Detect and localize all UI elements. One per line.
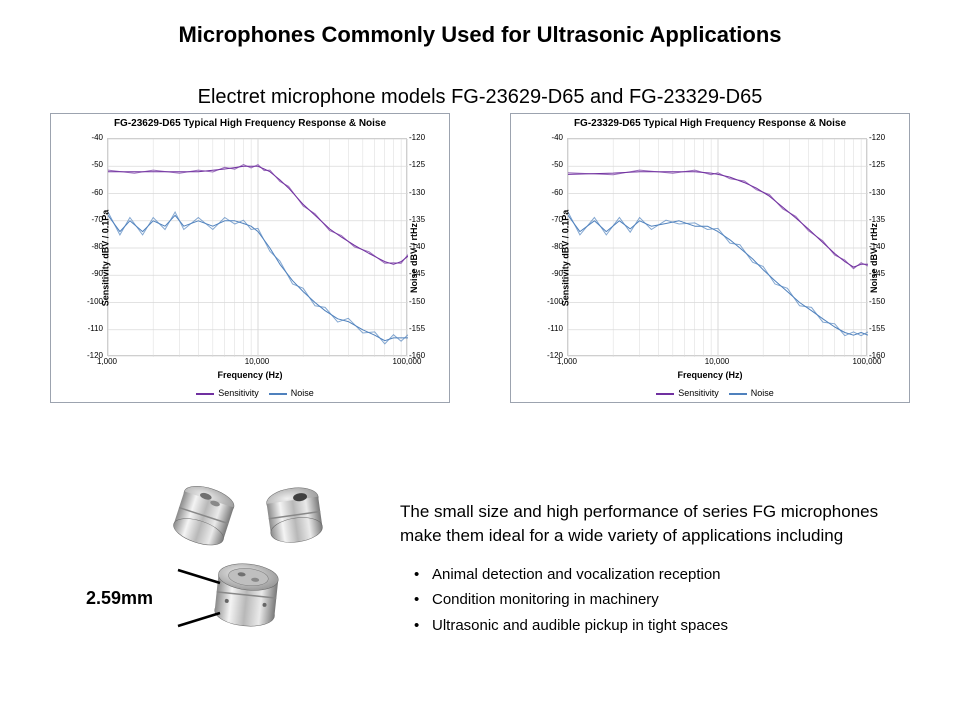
xtick: 100,000 xyxy=(393,357,422,366)
legend-label: Noise xyxy=(751,388,774,398)
chart-title: FG-23329-D65 Typical High Frequency Resp… xyxy=(511,118,909,129)
xtick: 10,000 xyxy=(705,357,729,366)
dimension-label: 2.59mm xyxy=(86,588,153,609)
page-subtitle: Electret microphone models FG-23629-D65 … xyxy=(0,86,960,109)
legend-label: Sensitivity xyxy=(218,388,259,398)
xtick: 10,000 xyxy=(245,357,269,366)
xtick: 1,000 xyxy=(97,357,117,366)
legend-label: Sensitivity xyxy=(678,388,719,398)
legend-swatch xyxy=(269,393,287,395)
ytick-right: -125 xyxy=(409,160,431,169)
ytick-left: -60 xyxy=(81,188,103,197)
ytick-right: -125 xyxy=(869,160,891,169)
ytick-left: -50 xyxy=(81,160,103,169)
y-left-label: Sensitivity dBV / 0.1Pa xyxy=(100,210,110,307)
description-block: The small size and high performance of s… xyxy=(400,470,920,670)
ytick-left: -40 xyxy=(81,133,103,142)
legend-swatch xyxy=(656,393,674,395)
chart-right: FG-23329-D65 Typical High Frequency Resp… xyxy=(510,113,910,403)
legend: Sensitivity Noise xyxy=(511,388,909,398)
charts-row: FG-23629-D65 Typical High Frequency Resp… xyxy=(0,113,960,403)
legend-swatch xyxy=(196,393,214,395)
x-label: Frequency (Hz) xyxy=(51,370,449,380)
microphone-illustration: 2.59mm xyxy=(80,470,360,670)
plot-area xyxy=(567,138,867,356)
ytick-right: -150 xyxy=(409,297,431,306)
ytick-right: -130 xyxy=(869,188,891,197)
ytick-right: -150 xyxy=(869,297,891,306)
legend: Sensitivity Noise xyxy=(51,388,449,398)
chart-title: FG-23629-D65 Typical High Frequency Resp… xyxy=(51,118,449,129)
xtick: 1,000 xyxy=(557,357,577,366)
ytick-right: -155 xyxy=(409,324,431,333)
plot-area xyxy=(107,138,407,356)
ytick-right: -120 xyxy=(409,133,431,142)
x-label: Frequency (Hz) xyxy=(511,370,909,380)
ytick-right: -130 xyxy=(409,188,431,197)
description-paragraph: The small size and high performance of s… xyxy=(400,500,920,548)
list-item: Ultrasonic and audible pickup in tight s… xyxy=(414,613,920,639)
list-item: Condition monitoring in machinery xyxy=(414,587,920,613)
list-item: Animal detection and vocalization recept… xyxy=(414,562,920,588)
ytick-right: -120 xyxy=(869,133,891,142)
ytick-left: -110 xyxy=(81,324,103,333)
description-list: Animal detection and vocalization recept… xyxy=(400,562,920,639)
chart-left: FG-23629-D65 Typical High Frequency Resp… xyxy=(50,113,450,403)
legend-label: Noise xyxy=(291,388,314,398)
xtick: 100,000 xyxy=(853,357,882,366)
lower-section: 2.59mm The small size and high performan… xyxy=(0,470,960,670)
ytick-left: -110 xyxy=(541,324,563,333)
y-right-label: Noise dBV / rtHz xyxy=(409,223,419,293)
ytick-left: -40 xyxy=(541,133,563,142)
ytick-left: -60 xyxy=(541,188,563,197)
ytick-left: -50 xyxy=(541,160,563,169)
ytick-right: -155 xyxy=(869,324,891,333)
legend-swatch xyxy=(729,393,747,395)
y-left-label: Sensitivity dBV / 0.1Pa xyxy=(560,210,570,307)
page-title: Microphones Commonly Used for Ultrasonic… xyxy=(0,0,960,48)
y-right-label: Noise dBV / rtHz xyxy=(869,223,879,293)
